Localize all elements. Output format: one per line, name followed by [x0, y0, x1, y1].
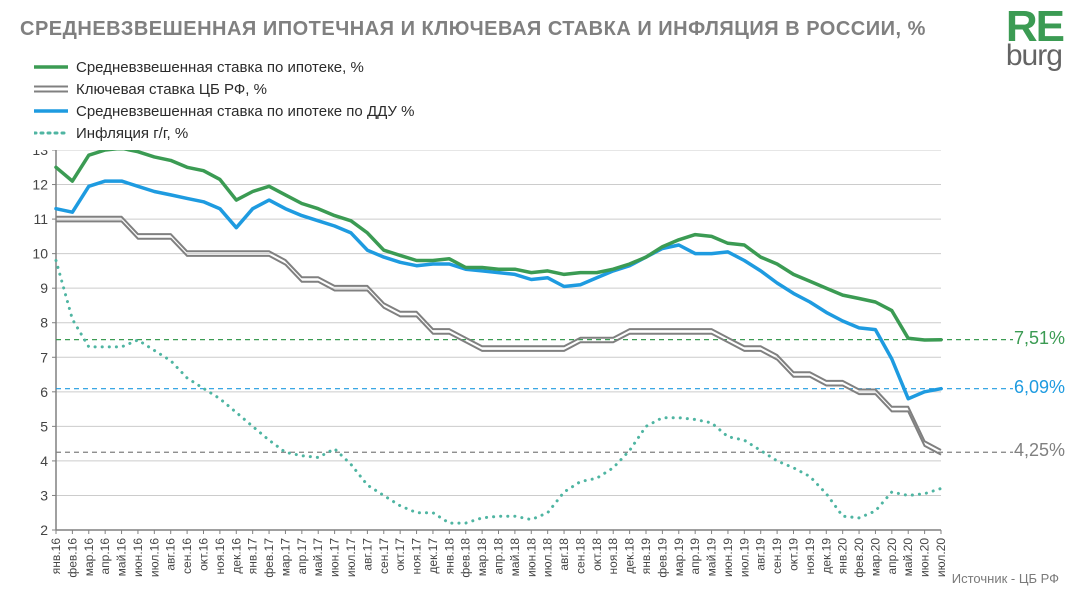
legend-swatch — [34, 104, 68, 118]
y-tick-label: 6 — [40, 384, 48, 400]
x-tick-label: мар.20 — [868, 538, 882, 577]
x-tick-label: янв.16 — [49, 538, 63, 575]
x-tick-label: июн.20 — [918, 538, 932, 577]
x-tick-label: май.17 — [311, 538, 325, 577]
x-tick-label: авг.17 — [360, 538, 374, 571]
x-tick-label: мар.18 — [475, 538, 489, 577]
series-key-rate — [56, 217, 941, 450]
x-tick-label: мар.19 — [672, 538, 686, 577]
end-value-label: 6,09% — [1014, 377, 1065, 398]
y-tick-label: 12 — [32, 177, 48, 193]
y-tick-label: 5 — [40, 418, 48, 434]
x-tick-label: сен.16 — [180, 538, 194, 574]
legend-item: Средневзвешенная ставка по ипотеке, % — [34, 56, 414, 78]
legend-label: Ключевая ставка ЦБ РФ, % — [76, 81, 267, 98]
x-tick-label: июл.17 — [344, 538, 358, 577]
x-tick-label: сен.19 — [770, 538, 784, 574]
x-tick-label: апр.17 — [295, 538, 309, 575]
x-tick-label: июн.17 — [328, 538, 342, 577]
x-tick-label: сен.18 — [573, 538, 587, 574]
end-value-label: 4,25% — [1014, 440, 1065, 461]
x-tick-label: ноя.17 — [410, 538, 424, 575]
legend-label: Средневзвешенная ставка по ипотеке, % — [76, 59, 364, 76]
x-tick-label: июн.18 — [524, 538, 538, 577]
y-tick-label: 4 — [40, 453, 48, 469]
x-tick-label: янв.19 — [639, 538, 653, 575]
x-tick-label: май.19 — [705, 538, 719, 577]
y-tick-label: 8 — [40, 315, 48, 331]
source-text: Источник - ЦБ РФ — [952, 571, 1059, 586]
x-tick-label: окт.17 — [393, 538, 407, 571]
x-tick-label: авг.19 — [754, 538, 768, 571]
x-tick-label: янв.18 — [442, 538, 456, 575]
logo-bottom: burg — [1006, 43, 1063, 69]
x-tick-label: май.16 — [115, 538, 129, 577]
x-tick-label: авг.18 — [557, 538, 571, 571]
y-tick-label: 2 — [40, 522, 48, 538]
y-tick-label: 3 — [40, 487, 48, 503]
x-tick-label: июл.18 — [541, 538, 555, 577]
x-tick-label: фев.16 — [65, 538, 79, 578]
x-tick-label: фев.19 — [655, 538, 669, 578]
x-tick-label: фев.17 — [262, 538, 276, 578]
x-tick-label: фев.20 — [852, 538, 866, 578]
legend-swatch — [34, 60, 68, 74]
x-tick-label: янв.20 — [836, 538, 850, 575]
series-ddu — [56, 181, 941, 399]
line-chart: 2 3 4 5 6 7 8 9 10 11 12 13 янв.16фев.16мар.16апр.16… — [20, 150, 1021, 580]
x-tick-label: апр.18 — [492, 538, 506, 575]
x-tick-label: июн.16 — [131, 538, 145, 577]
x-tick-label: июл.19 — [737, 538, 751, 577]
x-tick-label: апр.19 — [688, 538, 702, 575]
x-tick-label: дек.18 — [623, 538, 637, 574]
x-tick-label: фев.18 — [459, 538, 473, 578]
legend-item: Ключевая ставка ЦБ РФ, % — [34, 78, 414, 100]
y-tick-label: 9 — [40, 280, 48, 296]
x-tick-label: ноя.18 — [606, 538, 620, 575]
legend-item: Инфляция г/г, % — [34, 122, 414, 144]
x-tick-label: июл.20 — [934, 538, 948, 577]
x-tick-label: дек.19 — [819, 538, 833, 574]
x-tick-label: май.20 — [901, 538, 915, 577]
y-tick-label: 10 — [32, 246, 48, 262]
x-tick-label: янв.17 — [246, 538, 260, 575]
series-key-rate — [56, 221, 941, 454]
x-tick-label: мар.16 — [82, 538, 96, 577]
x-tick-label: окт.18 — [590, 538, 604, 571]
x-tick-label: дек.17 — [426, 538, 440, 574]
x-tick-label: сен.17 — [377, 538, 391, 574]
x-tick-label: май.18 — [508, 538, 522, 577]
y-tick-label: 13 — [32, 150, 48, 158]
x-tick-label: апр.16 — [98, 538, 112, 575]
legend-label: Инфляция г/г, % — [76, 125, 188, 142]
legend-swatch — [34, 82, 68, 96]
y-tick-label: 11 — [33, 211, 48, 227]
x-tick-label: окт.19 — [787, 538, 801, 571]
x-tick-label: окт.16 — [197, 538, 211, 571]
x-tick-label: ноя.19 — [803, 538, 817, 575]
chart-title: СРЕДНЕВЗВЕШЕННАЯ ИПОТЕЧНАЯ И КЛЮЧЕВАЯ СТ… — [20, 18, 926, 41]
logo: RE burg — [1006, 8, 1063, 69]
legend-label: Средневзвешенная ставка по ипотеке по ДД… — [76, 103, 414, 120]
legend: Средневзвешенная ставка по ипотеке, % Клю… — [34, 56, 414, 144]
x-tick-label: апр.20 — [885, 538, 899, 575]
x-tick-label: дек.16 — [229, 538, 243, 574]
x-tick-label: июл.16 — [147, 538, 161, 577]
x-tick-label: авг.16 — [164, 538, 178, 571]
legend-swatch — [34, 126, 68, 140]
y-tick-label: 7 — [40, 349, 48, 365]
x-tick-label: июн.19 — [721, 538, 735, 577]
legend-item: Средневзвешенная ставка по ипотеке по ДД… — [34, 100, 414, 122]
x-tick-label: мар.17 — [278, 538, 292, 577]
series-mortgage — [56, 150, 941, 340]
x-tick-label: ноя.16 — [213, 538, 227, 575]
end-value-label: 7,51% — [1014, 328, 1065, 349]
